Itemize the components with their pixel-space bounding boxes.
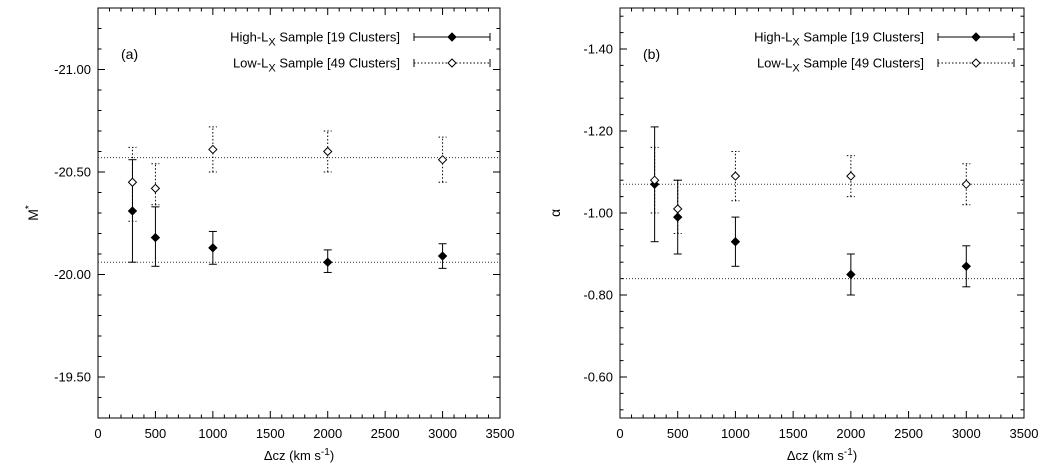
x-tick-label: 0 — [616, 426, 623, 441]
data-point — [673, 212, 683, 222]
y-tick-label: -20.00 — [54, 267, 91, 282]
x-tick-label: 1000 — [198, 426, 227, 441]
x-tick-label: 1000 — [721, 426, 750, 441]
data-point — [649, 175, 660, 185]
data-point — [127, 206, 138, 216]
data-point — [323, 257, 333, 267]
y-tick-label: -0.60 — [583, 370, 613, 385]
x-tick-label: 500 — [667, 426, 689, 441]
y-tick-label: -19.50 — [54, 370, 91, 385]
x-tick-label: 2000 — [836, 426, 865, 441]
data-point — [961, 261, 971, 272]
x-tick-label: 3500 — [1010, 426, 1039, 441]
x-tick-label: 0 — [94, 426, 101, 441]
data-point — [323, 146, 333, 157]
x-tick-label: 2500 — [894, 426, 923, 441]
y-tick-label: -1.20 — [583, 124, 613, 139]
y-tick-label: -20.50 — [54, 165, 91, 180]
y-axis-title: α — [547, 209, 563, 217]
data-point — [846, 171, 856, 181]
y-tick-label: -1.00 — [583, 206, 613, 221]
legend-label: High-LX Sample [19 Clusters] — [230, 30, 400, 49]
data-point — [730, 236, 741, 247]
data-point — [150, 183, 161, 194]
legend-marker — [447, 58, 457, 68]
y-axis-title: M* — [24, 205, 41, 221]
data-point — [730, 171, 741, 181]
legend-label: Low-LX Sample [49 Clusters] — [233, 56, 400, 75]
x-tick-label: 2000 — [313, 426, 342, 441]
data-point — [437, 251, 448, 261]
x-tick-label: 500 — [145, 426, 167, 441]
legend-marker — [971, 32, 981, 42]
x-tick-label: 1500 — [256, 426, 285, 441]
data-point — [127, 177, 138, 187]
x-tick-label: 2500 — [371, 426, 400, 441]
x-tick-label: 1500 — [779, 426, 808, 441]
data-point — [961, 179, 971, 190]
x-tick-label: 3500 — [486, 426, 515, 441]
data-point — [846, 269, 856, 280]
y-tick-label: -1.40 — [583, 42, 613, 57]
data-point — [673, 204, 683, 214]
data-point — [150, 232, 161, 243]
y-tick-label: -21.00 — [54, 62, 91, 77]
panel-label: (a) — [121, 46, 138, 62]
x-tick-label: 3000 — [952, 426, 981, 441]
data-point — [437, 154, 448, 165]
panel-label: (b) — [643, 46, 660, 62]
legend-marker — [971, 58, 981, 68]
y-tick-label: -0.80 — [583, 288, 613, 303]
x-tick-label: 3000 — [428, 426, 457, 441]
data-point — [208, 243, 218, 253]
legend-label: Low-LX Sample [49 Clusters] — [757, 56, 924, 75]
legend-marker — [447, 32, 457, 42]
panel-a: 0 500 1000 1500 2000 2500 3000 3500 -19.50 -20.00… — [24, 7, 515, 463]
data-point — [208, 144, 218, 155]
x-axis-title: Δcz (km s-1) — [787, 447, 857, 463]
x-axis-title: Δcz (km s-1) — [264, 447, 334, 463]
panel-b: 0 500 1000 1500 2000 2500 3000 3500 -0.60 -0.80 -1… — [547, 7, 1039, 463]
legend-label: High-LX Sample [19 Clusters] — [754, 30, 924, 49]
